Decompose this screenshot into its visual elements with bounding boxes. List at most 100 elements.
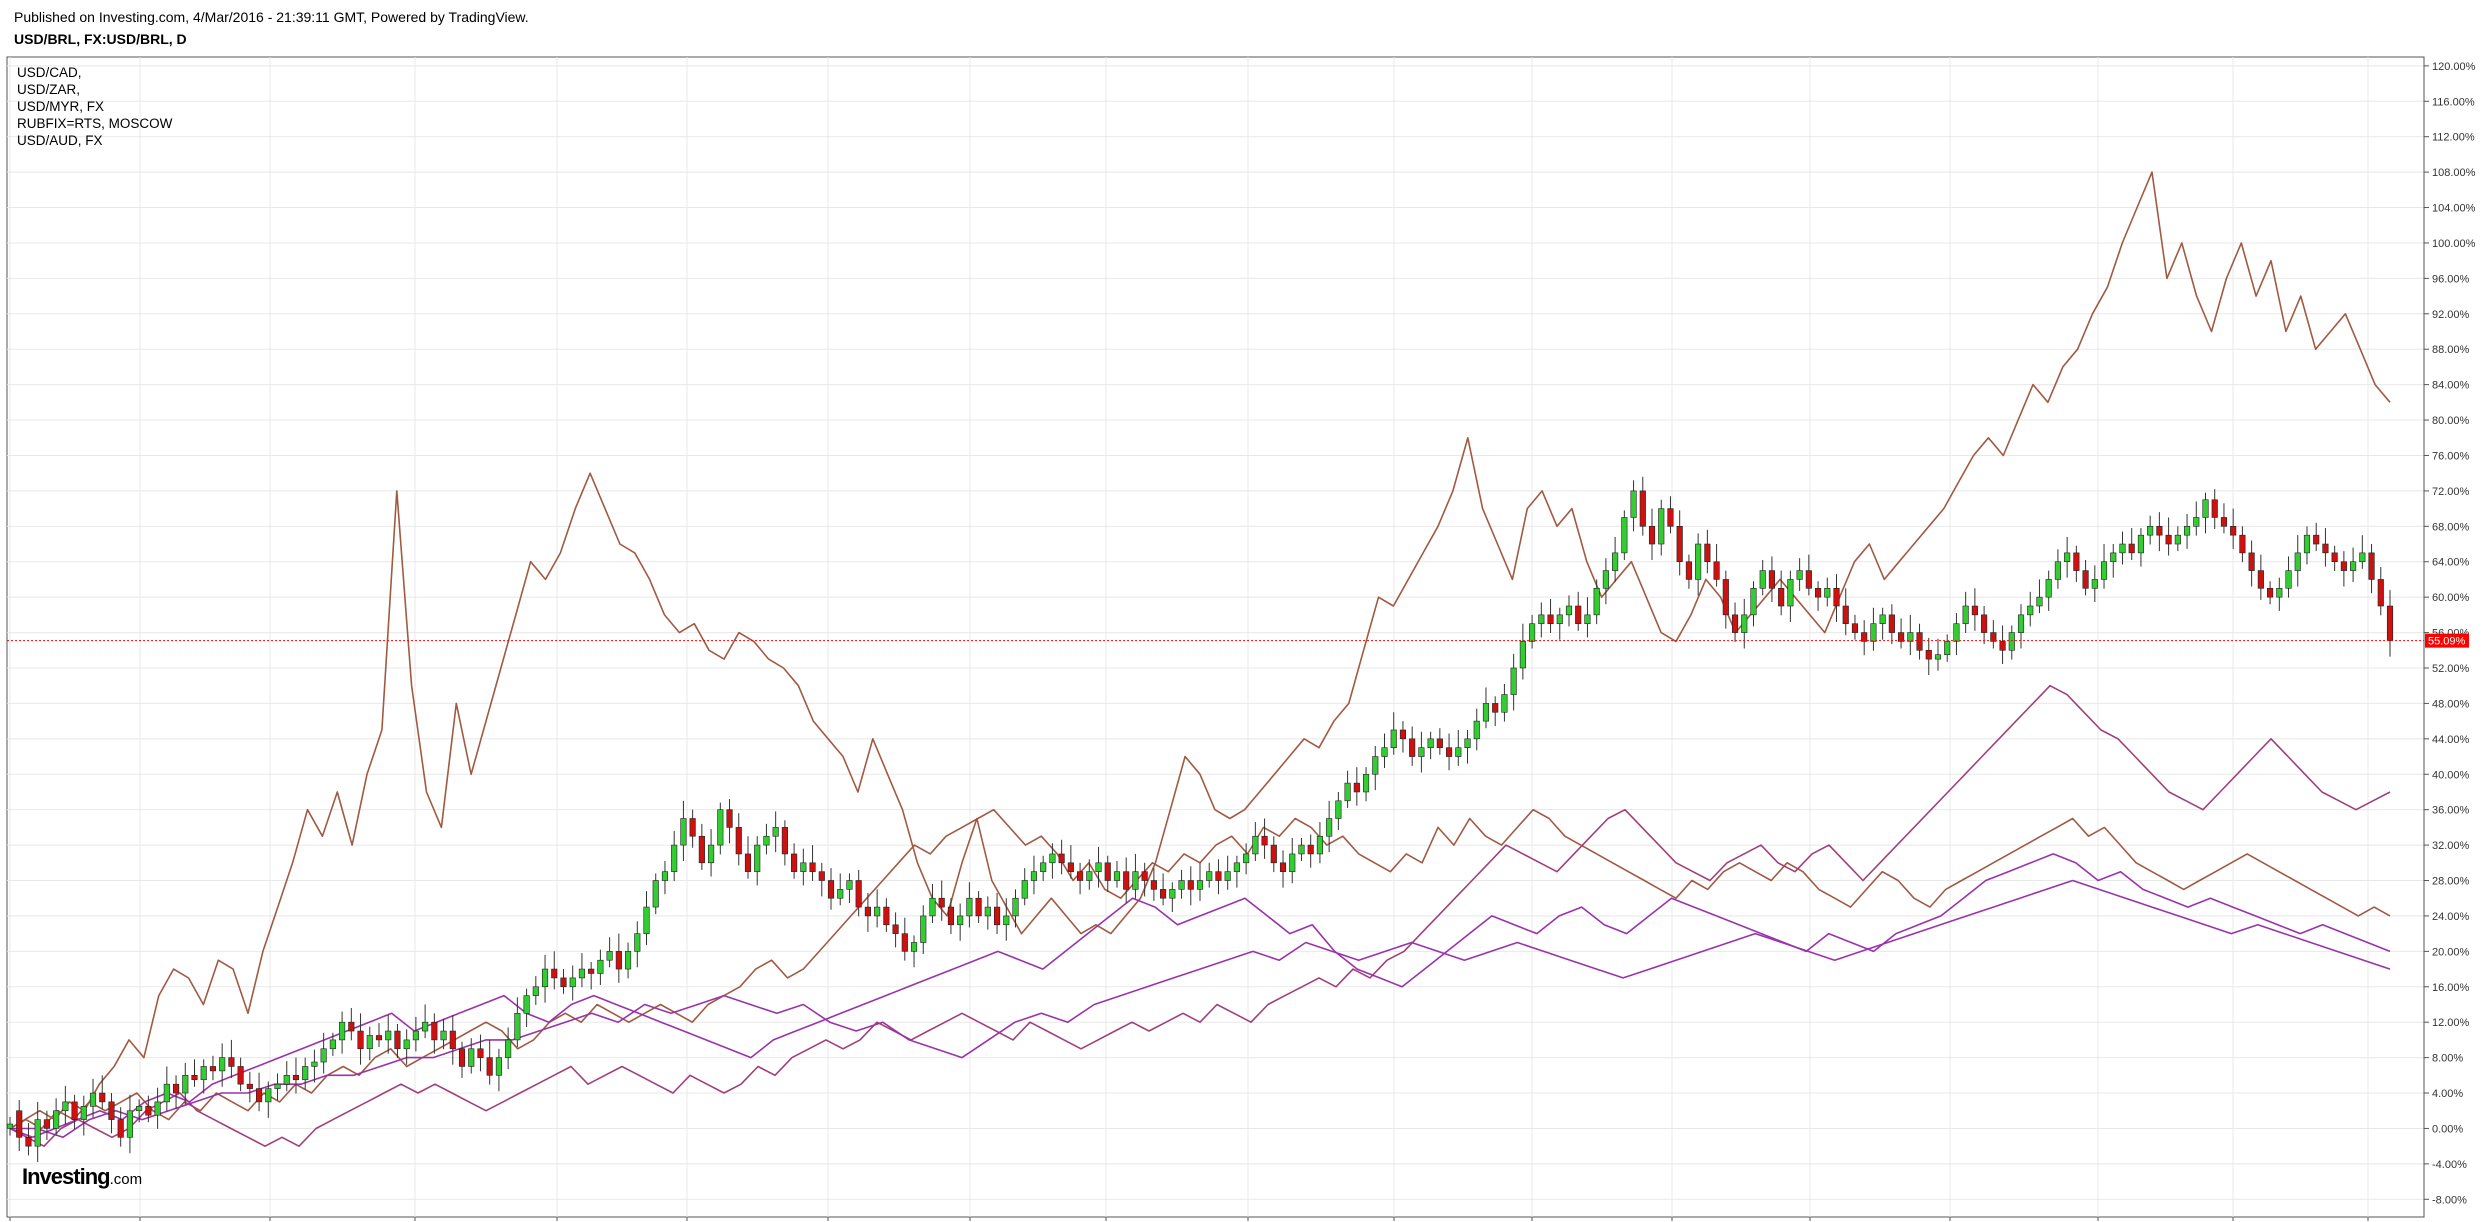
legend-item-usdmyr[interactable]: USD/MYR, FX	[17, 99, 105, 114]
candle	[1113, 861, 1121, 888]
y-tick-label: 116.00%	[2432, 96, 2475, 108]
candle-body	[975, 897, 982, 917]
candle-body	[449, 1030, 456, 1050]
compare-series-line-1	[9, 808, 2391, 1130]
candle	[1104, 855, 1111, 893]
candle	[514, 997, 521, 1047]
candle-body	[1575, 605, 1582, 625]
candle-body	[2294, 552, 2301, 571]
legend-item-usdzar[interactable]: USD/ZAR,	[17, 82, 81, 97]
candle	[1003, 898, 1010, 941]
candle-body	[136, 1106, 143, 1112]
candle-body	[2091, 579, 2098, 589]
candle-body	[1012, 897, 1019, 917]
legend-item-rubfix[interactable]: RUBFIX=RTS, MOSCOW	[17, 116, 173, 131]
candle-body	[117, 1119, 124, 1138]
candle	[791, 843, 798, 879]
y-tick-label: -4.00%	[2432, 1159, 2467, 1171]
candle-body	[2377, 579, 2384, 607]
candle	[2174, 526, 2181, 552]
candle-body	[809, 862, 816, 872]
candle	[1565, 595, 1573, 627]
candle-body	[1529, 623, 1536, 642]
candle-body	[1824, 587, 1831, 598]
candle-body	[1344, 782, 1351, 802]
y-tick-label: 4.00%	[2432, 1088, 2463, 1100]
candle-body	[1944, 641, 1951, 656]
candle-body	[2054, 561, 2061, 580]
y-tick-label: 76.00%	[2432, 450, 2470, 462]
candle-body	[1289, 853, 1296, 872]
candle	[1316, 822, 1323, 864]
candle-body	[1141, 871, 1148, 881]
candle	[468, 1038, 475, 1074]
candle	[1326, 800, 1333, 853]
candle-body	[1676, 526, 1683, 563]
candle	[1750, 581, 1757, 627]
candle	[505, 1027, 512, 1070]
candle-body	[560, 977, 567, 988]
candle-body	[1362, 773, 1370, 793]
candle	[2267, 581, 2274, 605]
candle	[1307, 834, 1314, 868]
candle-body	[366, 1035, 373, 1050]
candle	[1150, 868, 1157, 901]
candle-body	[827, 880, 835, 899]
candle	[311, 1049, 318, 1083]
candle-body	[763, 835, 770, 846]
candle	[2091, 565, 2098, 603]
candle	[172, 1075, 180, 1109]
candle	[2257, 554, 2264, 600]
candle-body	[2156, 526, 2163, 536]
candle-body	[2027, 605, 2034, 616]
candle	[1778, 570, 1785, 616]
legend-item-usdaud[interactable]: USD/AUD, FX	[17, 133, 103, 148]
price-axis[interactable]: 120.00% 116.00% 112.00% 108.00% 104.00% 100.0…	[2423, 57, 2476, 1217]
candle-body	[920, 915, 927, 943]
candle-body	[1086, 871, 1093, 881]
candle-body	[2036, 596, 2043, 607]
candle-body	[1547, 614, 1554, 625]
candle-body	[1372, 756, 1379, 775]
chart-symbol-title: USD/BRL, FX:USD/BRL, D	[14, 31, 187, 47]
candle	[2045, 570, 2052, 611]
candle	[1630, 480, 1637, 532]
candle-body	[597, 959, 604, 974]
candle	[947, 898, 954, 935]
candle-body	[1556, 614, 1563, 625]
candle-body	[1593, 587, 1600, 616]
candle-body	[1160, 889, 1167, 899]
candle	[717, 802, 724, 855]
candle-body	[661, 871, 669, 881]
candle	[2322, 528, 2329, 567]
candle	[191, 1059, 198, 1087]
candle	[827, 868, 835, 910]
candle	[2110, 544, 2117, 578]
candle	[71, 1094, 78, 1129]
legend-item-usdcad[interactable]: USD/CAD,	[17, 65, 82, 80]
candle	[1482, 687, 1490, 729]
candle	[634, 921, 641, 968]
candle	[1667, 496, 1674, 534]
candle	[1464, 729, 1471, 764]
y-tick-label: 64.00%	[2432, 557, 2470, 569]
candle-body	[53, 1110, 60, 1129]
candle	[1510, 653, 1517, 711]
candle	[1067, 845, 1074, 879]
candle	[412, 1016, 419, 1052]
candle	[1298, 838, 1305, 862]
candle	[274, 1073, 281, 1101]
candle-body	[486, 1057, 493, 1076]
candle	[292, 1057, 300, 1094]
investing-logo: Investing.com	[22, 1164, 142, 1190]
candle-body	[910, 942, 918, 952]
candle-body	[505, 1039, 512, 1058]
candle	[1160, 873, 1167, 906]
time-axis[interactable]: 6NovDec2015FebMarAprMayJunJulAugSepOctNo…	[7, 1217, 2378, 1222]
candle	[1787, 570, 1794, 622]
y-tick-label: 28.00%	[2432, 876, 2470, 888]
candle-body	[541, 968, 549, 988]
candle-body	[1833, 587, 1840, 607]
candle-body	[2008, 632, 2015, 651]
